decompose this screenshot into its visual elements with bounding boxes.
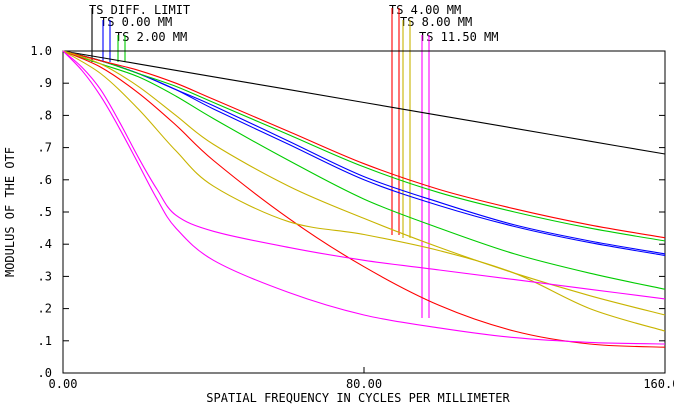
y-tick-label: .0: [38, 366, 52, 380]
series-line-4: [62, 50, 666, 242]
y-tick-label: .9: [38, 76, 52, 90]
series-line-9: [62, 50, 666, 332]
x-tick-label: 80.00: [346, 377, 382, 391]
series-line-5: [62, 50, 666, 290]
axis-ticks: .0 .1 .2 .3 .4 .5 .6 .7 .8 .9 1.0 0.00 80.00 160.00: [30, 44, 674, 391]
series-line-7: [62, 50, 666, 348]
y-tick-label: .8: [38, 108, 52, 122]
plot-frame: [62, 50, 666, 374]
y-tick-label: .3: [38, 269, 52, 283]
legend-label: TS 2.00 MM: [115, 30, 187, 44]
legend-label: TS 0.00 MM: [100, 15, 172, 29]
series-line-11: [62, 50, 666, 345]
y-tick-label: .5: [38, 205, 52, 219]
series-lines: [62, 50, 666, 348]
x-axis-label: SPATIAL FREQUENCY IN CYCLES PER MILLIMET…: [206, 391, 510, 405]
x-tick-label: 0.00: [49, 377, 78, 391]
series-line-10: [62, 50, 666, 300]
x-tick-label: 160.00: [643, 377, 674, 391]
legend-label: TS 8.00 MM: [400, 15, 472, 29]
y-tick-label: .4: [38, 237, 52, 251]
y-tick-label: .6: [38, 173, 52, 187]
y-tick-label: .1: [38, 334, 52, 348]
legend-label: TS DIFF. LIMIT: [89, 3, 190, 17]
y-tick-label: .7: [38, 141, 52, 155]
y-axis-label: MODULUS OF THE OTF: [3, 147, 17, 277]
legend-label: TS 4.00 MM: [389, 3, 461, 17]
legend-label: TS 11.50 MM: [419, 30, 498, 44]
series-line-1: [62, 50, 666, 155]
series-line-6: [62, 50, 666, 239]
series-line-8: [62, 50, 666, 316]
y-tick-label: 1.0: [30, 44, 52, 58]
series-line-2: [62, 50, 666, 255]
y-tick-label: .2: [38, 302, 52, 316]
